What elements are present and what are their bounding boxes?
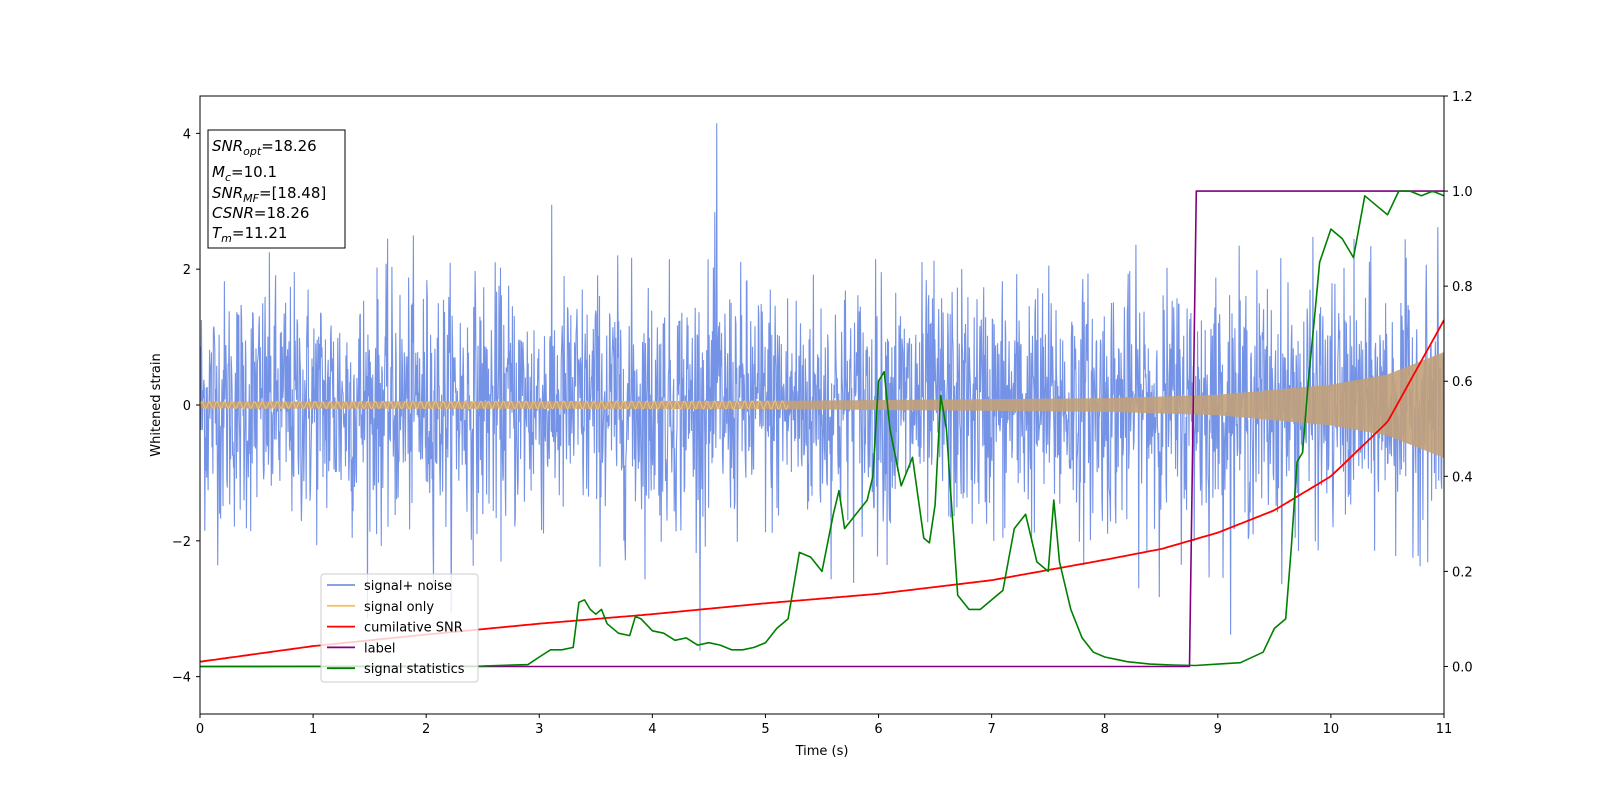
y-tick-label: 2 xyxy=(183,263,191,278)
legend-label: signal only xyxy=(364,600,434,615)
x-tick-label: 8 xyxy=(1101,722,1109,737)
x-axis-label: Time (s) xyxy=(795,744,849,759)
x-tick-label: 0 xyxy=(196,722,204,737)
legend-label: signal statistics xyxy=(364,662,465,677)
y2-tick-label: 0.6 xyxy=(1452,375,1473,390)
x-tick-label: 2 xyxy=(422,722,430,737)
y-tick-label: 4 xyxy=(183,127,191,142)
series-label-line xyxy=(200,190,1444,668)
annotation-box-frame xyxy=(207,129,346,249)
x-tick-label: 5 xyxy=(761,722,769,737)
x-tick-label: 3 xyxy=(535,722,543,737)
y-tick-label: 0 xyxy=(183,399,191,414)
y2-tick-label: 0.4 xyxy=(1452,470,1473,485)
annotation-tm: Tm=11.21 xyxy=(212,224,287,245)
series-signal-only-line xyxy=(200,400,789,410)
annotation-snr-opt: SNRopt=18.26 xyxy=(212,137,317,158)
x-tick-label: 10 xyxy=(1323,722,1340,737)
y-axis-label: Whitened strain xyxy=(149,353,164,456)
x-tick-label: 7 xyxy=(987,722,995,737)
y2-tick-label: 1.2 xyxy=(1452,90,1473,105)
legend: signal+ noise signal only cumilative SNR la… xyxy=(320,573,479,683)
x-tick-label: 11 xyxy=(1436,722,1453,737)
legend-label: signal+ noise xyxy=(364,579,452,594)
legend-label: label xyxy=(364,641,395,656)
y2-tick-label: 1.0 xyxy=(1452,185,1473,200)
y2-tick-label: 0.2 xyxy=(1452,565,1473,580)
x-tick-label: 9 xyxy=(1214,722,1222,737)
axes-layer: 0 1 2 3 4 5 6 7 8 9 10 11 −4 −2 0 2 4 0.0 0.2 0.4 0.6 0.8 1.0 1… xyxy=(172,90,1473,737)
y2-tick-label: 0.0 xyxy=(1452,660,1473,675)
series-signal-statistics-line xyxy=(200,190,1444,668)
annotation-box: SNRopt=18.26 Mc=10.1 SNRMF=[18.48] CSNR=… xyxy=(207,129,346,249)
annotation-snr-mf: SNRMF=[18.48] xyxy=(212,184,326,205)
y-tick-label: −4 xyxy=(172,671,191,686)
annotation-mc: Mc=10.1 xyxy=(212,163,277,184)
y-tick-label: −2 xyxy=(172,535,191,550)
legend-label: cumilative SNR xyxy=(364,621,463,636)
annotation-csnr: CSNR=18.26 xyxy=(212,204,309,222)
x-tick-label: 4 xyxy=(648,722,656,737)
x-tick-label: 6 xyxy=(874,722,882,737)
legend-frame xyxy=(320,573,479,683)
x-tick-label: 1 xyxy=(309,722,317,737)
y2-tick-label: 0.8 xyxy=(1452,280,1473,295)
series-signal-noise-line xyxy=(200,123,1444,651)
series-signal-only-band xyxy=(200,352,1444,458)
